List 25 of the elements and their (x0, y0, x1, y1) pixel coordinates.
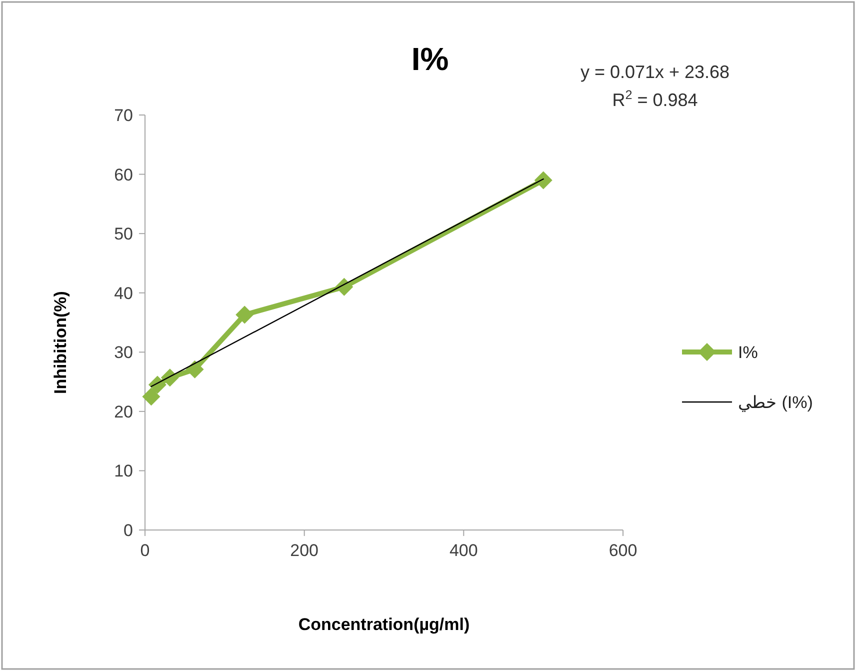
point (186, 360, 204, 378)
y-axis-title: Inhibition(%) (51, 291, 70, 394)
y-tick-label: 50 (114, 224, 133, 244)
text: y = 0.071x + 23.68 (580, 62, 730, 82)
y-tick-label: 10 (114, 462, 133, 481)
legend-label: خطي (I%) (738, 393, 813, 412)
point (335, 278, 354, 296)
x-tick-label: 200 (290, 541, 319, 560)
point (148, 376, 166, 394)
x-axis-title: Concentration(µg/ml) (298, 615, 470, 634)
y-tick-label: 30 (114, 343, 133, 362)
x-tick-label: 400 (449, 541, 478, 560)
point (534, 171, 552, 190)
y-tick-label: 40 (114, 284, 133, 303)
x-tick-label: 600 (608, 541, 638, 560)
y-tick-label: 20 (114, 402, 133, 422)
chart-title: I% (411, 41, 449, 77)
y-tick-label: 70 (114, 106, 133, 125)
y-tick-label: 0 (124, 521, 133, 540)
x-tick-label: 0 (140, 541, 150, 560)
text: R$^{2}$ = 0.984 (612, 88, 698, 110)
y-tick-label: 60 (114, 165, 133, 184)
point (236, 306, 254, 324)
point (142, 388, 160, 406)
legend-label: I% (738, 343, 758, 362)
